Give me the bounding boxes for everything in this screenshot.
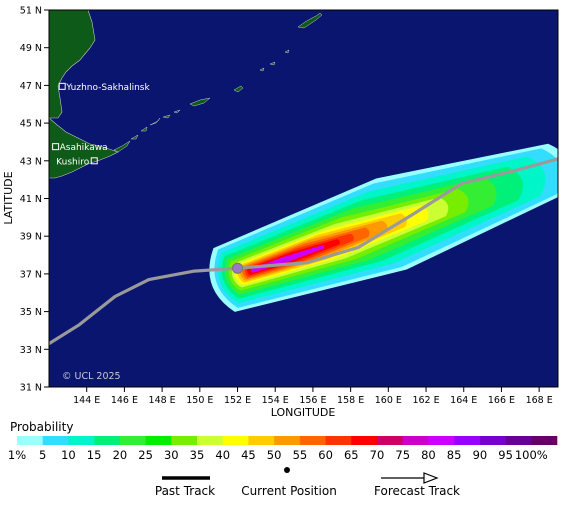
colorbar-swatch (145, 436, 172, 445)
city-marker (90, 157, 98, 165)
y-axis-title: LATITUDE (2, 171, 15, 224)
probability-colorbar (17, 436, 558, 445)
lat-tick-label: 37 N (20, 269, 42, 280)
colorbar-label: 35 (190, 448, 205, 462)
lon-tick-label: 156 E (299, 395, 326, 406)
lat-tick-label: 45 N (20, 119, 42, 130)
probability-colorbar-labels: 1% 5 10 15 20 25 30 35 40 45 50 55 60 65 70 75 80 85 90 95 1… (8, 448, 548, 462)
lon-tick-label: 154 E (262, 395, 289, 406)
lon-tick-label: 162 E (412, 395, 439, 406)
current-position-label: Current Position (241, 484, 337, 498)
colorbar-swatch (531, 436, 558, 445)
colorbar-swatch (171, 436, 198, 445)
x-axis-title: LONGITUDE (271, 406, 336, 419)
colorbar-swatch (299, 436, 326, 445)
lat-tick-label: 39 N (20, 232, 42, 243)
colorbar-swatch (402, 436, 429, 445)
lon-tick-label: 166 E (488, 395, 515, 406)
colorbar-label: 95 (498, 448, 513, 462)
storm-track (49, 157, 558, 346)
latitude-axis: 31 N 33 N 35 N 37 N 39 N 41 N 43 N 45 N 47 N 49 N… (20, 6, 49, 394)
current-position-legend-dot (284, 467, 290, 473)
lon-tick-label: 148 E (149, 395, 176, 406)
past-track-label: Past Track (155, 484, 215, 498)
lat-tick-label: 41 N (20, 194, 42, 205)
lon-tick-label: 164 E (450, 395, 477, 406)
lat-tick-label: 43 N (20, 156, 42, 167)
colorbar-swatch (351, 436, 378, 445)
city-label: Kushiro (56, 157, 90, 167)
lon-tick-label: 146 E (111, 395, 138, 406)
colorbar-swatch (377, 436, 404, 445)
colorbar-label: 10 (61, 448, 76, 462)
current-position-marker (231, 262, 244, 274)
colorbar-swatch (222, 436, 249, 445)
lon-tick-label: 160 E (375, 395, 402, 406)
lat-tick-label: 33 N (20, 345, 42, 356)
city-labels: Yuzhno-Sakhalinsk Asahikawa Kushiro (52, 82, 150, 167)
colorbar-swatch (68, 436, 95, 445)
colorbar-label: 90 (473, 448, 488, 462)
city-marker (58, 82, 66, 90)
colorbar-label: 75 (395, 448, 410, 462)
colorbar-label: 15 (87, 448, 102, 462)
colorbar-label: 50 (267, 448, 282, 462)
lat-tick-label: 31 N (20, 383, 42, 394)
colorbar-label: 55 (293, 448, 308, 462)
colorbar-label: 30 (164, 448, 179, 462)
colorbar-swatch (197, 436, 224, 445)
city-marker (52, 143, 60, 151)
kuril-islands (113, 12, 323, 153)
colorbar-swatch (42, 436, 69, 445)
lon-tick-label: 152 E (224, 395, 251, 406)
lon-tick-label: 144 E (73, 395, 100, 406)
lon-tick-label: 150 E (186, 395, 213, 406)
lon-tick-label: 168 E (526, 395, 553, 406)
probability-field (209, 143, 558, 312)
colorbar-label: 1% (8, 448, 26, 462)
colorbar-swatch (479, 436, 506, 445)
colorbar-swatch (274, 436, 301, 445)
colorbar-swatch (454, 436, 481, 445)
colorbar-label: 65 (344, 448, 359, 462)
colorbar-label: 80 (421, 448, 436, 462)
probability-title: Probability (10, 420, 73, 434)
colorbar-label: 40 (215, 448, 230, 462)
colorbar-swatch (17, 436, 44, 445)
track-legend: Past Track Current Position Forecast Tra… (155, 467, 460, 498)
lon-tick-label: 158 E (337, 395, 364, 406)
lat-tick-label: 47 N (20, 81, 42, 92)
colorbar-label: 85 (447, 448, 462, 462)
lat-tick-label: 49 N (20, 43, 42, 54)
colorbar-label: 25 (138, 448, 153, 462)
colorbar-swatch (428, 436, 455, 445)
colorbar-swatch (325, 436, 352, 445)
credit-text: © UCL 2025 (62, 371, 121, 382)
longitude-axis: 144 E 146 E 148 E 150 E 152 E 154 E 156 E 158 E… (73, 387, 553, 406)
lat-tick-label: 35 N (20, 307, 42, 318)
colorbar-label: 70 (370, 448, 385, 462)
forecast-track-label: Forecast Track (374, 484, 460, 498)
city-label: Asahikawa (60, 143, 108, 153)
city-label: Yuzhno-Sakhalinsk (65, 83, 150, 93)
colorbar-label: 5 (39, 448, 46, 462)
colorbar-swatch (119, 436, 146, 445)
lat-tick-label: 51 N (20, 6, 42, 17)
hokkaido-island (49, 117, 119, 179)
colorbar-swatch (505, 436, 532, 445)
forecast-track-arrow-icon (423, 472, 439, 484)
colorbar-swatch (94, 436, 121, 445)
sakhalin-island (49, 10, 96, 119)
colorbar-label: 60 (318, 448, 333, 462)
colorbar-swatch (248, 436, 275, 445)
colorbar-label: 45 (241, 448, 256, 462)
colorbar-label: 100% (515, 448, 548, 462)
colorbar-label: 20 (113, 448, 128, 462)
